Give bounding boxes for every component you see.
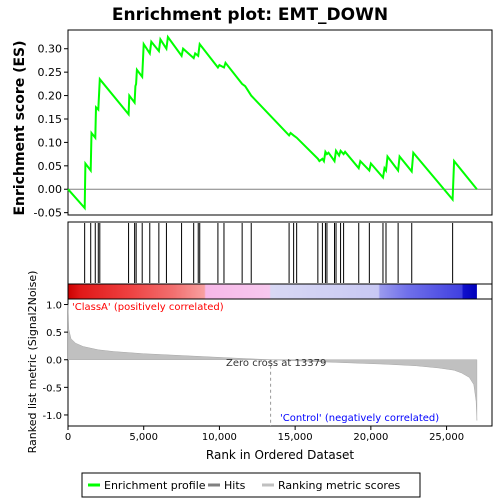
metric-panel: -1.0 -0.5 0.0 0.5 1.0 0 5,000 10,000 15,000 20,0… <box>26 271 493 462</box>
es-panel: -0.05 0.00 0.05 0.10 0.15 0.20 0.25 0.30 Enrich… <box>12 29 493 220</box>
es-plot-area <box>67 29 493 216</box>
legend-box <box>81 472 421 498</box>
metric-y-tick-label: -1.0 <box>42 411 62 422</box>
metric-area-fill <box>67 304 478 421</box>
hit-markers <box>84 223 454 283</box>
metric-y-tick-label: 0.5 <box>46 328 62 339</box>
x-tick-label: 10,000 <box>202 432 237 443</box>
hits-area <box>67 221 493 285</box>
legend: Enrichment profile Hits Ranking metric s… <box>81 472 421 498</box>
es-y-tick-label: 0.30 <box>38 43 63 56</box>
zero-cross-label: Zero cross at 13379 <box>226 358 326 369</box>
legend-metric-label: Ranking metric scores <box>278 479 400 492</box>
x-tick-label: 25,000 <box>429 432 464 443</box>
x-tick-label: 15,000 <box>278 432 313 443</box>
negative-correlation-label: 'Control' (negatively correlated) <box>280 413 439 424</box>
x-tick-label: 5,000 <box>129 432 158 443</box>
x-tick-label: 0 <box>65 432 71 443</box>
es-y-tick-label: 0.00 <box>38 183 63 196</box>
hits-panel <box>67 221 493 285</box>
es-y-tick-label: 0.25 <box>38 66 63 79</box>
es-y-tick-label: 0.15 <box>38 113 63 126</box>
es-y-tick-label: 0.05 <box>38 160 63 173</box>
rank-gradient-bar <box>68 284 477 299</box>
legend-hits-label: Hits <box>224 479 246 492</box>
chart-title: Enrichment plot: EMT_DOWN <box>112 5 388 25</box>
metric-y-tick-label: 1.0 <box>46 301 62 312</box>
enrichment-profile-line <box>67 34 478 211</box>
legend-enrichment-label: Enrichment profile <box>104 479 206 492</box>
metric-y-ticks: -1.0 -0.5 0.0 0.5 1.0 <box>42 301 68 422</box>
es-y-tick-label: -0.05 <box>34 207 62 220</box>
metric-y-axis-label: Ranked list metric (Signal2Noise) <box>26 271 39 454</box>
x-axis-label: Rank in Ordered Dataset <box>206 448 354 462</box>
es-y-axis-label: Enrichment score (ES) <box>12 40 28 215</box>
metric-y-tick-label: 0.0 <box>46 356 62 367</box>
rank-color-bar <box>67 283 493 300</box>
metric-x-ticks: 0 5,000 10,000 15,000 20,000 25,000 <box>65 426 464 443</box>
positive-correlation-label: 'ClassA' (positively correlated) <box>72 302 224 313</box>
metric-y-tick-label: -0.5 <box>42 383 62 394</box>
es-y-tick-label: 0.20 <box>38 90 63 103</box>
x-tick-label: 20,000 <box>353 432 388 443</box>
es-y-tick-label: 0.10 <box>38 136 63 149</box>
es-y-ticks: -0.05 0.00 0.05 0.10 0.15 0.20 0.25 0.30 <box>34 43 68 220</box>
